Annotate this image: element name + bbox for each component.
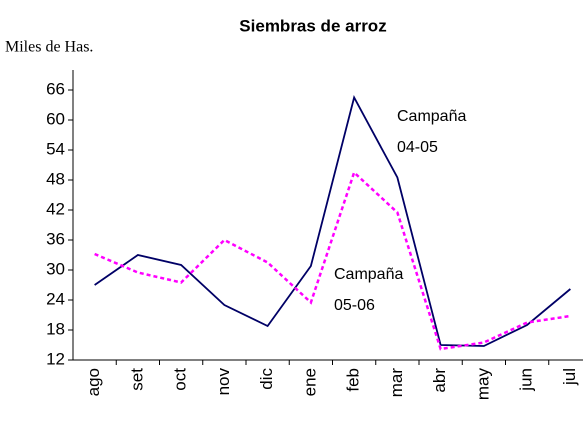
x-tick-label: nov xyxy=(214,368,233,396)
series-label: Campaña 04-05 xyxy=(397,108,466,156)
chart-title: Siembras de arroz xyxy=(239,16,386,35)
y-tick-label: 66 xyxy=(46,79,65,98)
x-tick-label: mar xyxy=(387,368,406,398)
x-tick-label: ene xyxy=(300,368,319,396)
series-label: Campaña 05-06 xyxy=(334,266,403,314)
x-tick-label: may xyxy=(473,368,492,401)
y-axis-label: Miles de Has. xyxy=(5,39,93,56)
x-tick-label: feb xyxy=(344,368,363,392)
y-tick-label: 42 xyxy=(46,199,65,218)
y-tick-label: 48 xyxy=(46,169,65,188)
x-tick-label: dic xyxy=(257,368,276,390)
x-tick-label: set xyxy=(127,368,146,391)
y-tick-label: 60 xyxy=(46,109,65,128)
y-tick-label: 30 xyxy=(46,259,65,278)
y-tick-label: 18 xyxy=(46,319,65,338)
x-tick-label: jul xyxy=(560,368,579,386)
line-series xyxy=(94,170,571,351)
y-tick-label: 54 xyxy=(46,139,65,158)
x-tick-label: ago xyxy=(84,368,103,396)
x-tick-label: oct xyxy=(171,368,190,391)
x-tick-label: abr xyxy=(430,368,449,393)
y-tick-label: 36 xyxy=(46,229,65,248)
y-tick-label: 12 xyxy=(46,349,65,368)
x-tick-label: jun xyxy=(517,368,536,392)
line-series xyxy=(94,95,571,347)
y-tick-label: 24 xyxy=(46,289,65,308)
